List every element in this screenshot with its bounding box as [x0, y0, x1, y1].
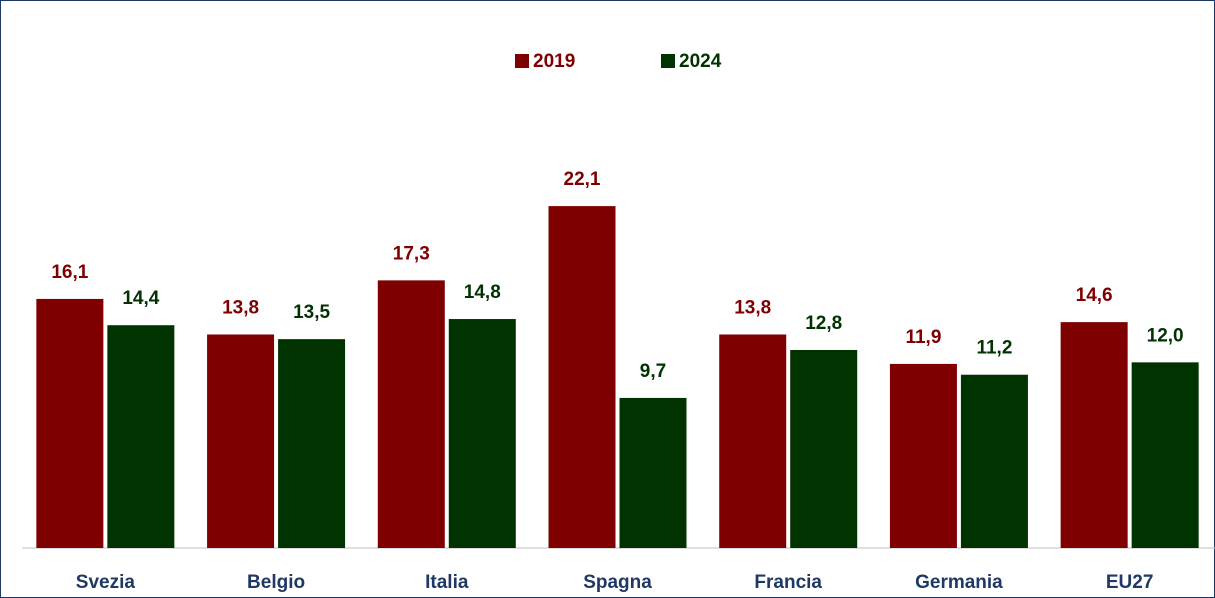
bar — [548, 206, 616, 548]
bar — [36, 298, 104, 548]
data-label: 17,3 — [393, 243, 430, 264]
data-label: 22,1 — [564, 169, 601, 190]
x-tick-label: Italia — [425, 572, 469, 593]
x-tick-label: Spagna — [583, 572, 652, 593]
data-label: 14,6 — [1076, 285, 1113, 306]
data-label: 12,0 — [1147, 325, 1184, 346]
bar — [1131, 362, 1199, 548]
data-label: 12,8 — [805, 313, 842, 334]
bar — [278, 339, 346, 548]
bar — [960, 374, 1028, 548]
legend-label: 2019 — [533, 51, 575, 72]
x-tick-label: Belgio — [247, 572, 305, 593]
legend-swatch — [515, 54, 529, 68]
bar — [448, 319, 516, 548]
data-label: 13,8 — [734, 298, 771, 319]
legend-label: 2024 — [679, 51, 722, 72]
data-label: 16,1 — [51, 262, 88, 283]
legend-swatch — [661, 54, 675, 68]
x-tick-label: Francia — [754, 572, 822, 593]
bar — [619, 397, 687, 548]
bar — [377, 280, 445, 548]
data-label: 14,4 — [122, 288, 159, 309]
data-label: 13,5 — [293, 302, 330, 323]
x-tick-label: EU27 — [1106, 572, 1154, 593]
bar — [207, 334, 275, 548]
x-tick-label: Germania — [915, 572, 1003, 593]
bar — [889, 363, 957, 548]
x-tick-label: Svezia — [76, 572, 136, 593]
data-label: 11,9 — [905, 327, 941, 348]
data-label: 9,7 — [640, 361, 666, 382]
bar — [719, 334, 787, 548]
bar — [790, 349, 858, 548]
data-label: 14,8 — [464, 282, 501, 303]
data-label: 13,8 — [222, 298, 259, 319]
bar — [1060, 322, 1128, 548]
bar — [107, 325, 175, 548]
data-label: 11,2 — [976, 338, 1012, 359]
